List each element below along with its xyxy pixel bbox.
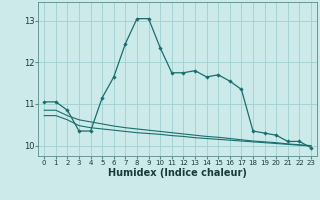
X-axis label: Humidex (Indice chaleur): Humidex (Indice chaleur) (108, 168, 247, 178)
